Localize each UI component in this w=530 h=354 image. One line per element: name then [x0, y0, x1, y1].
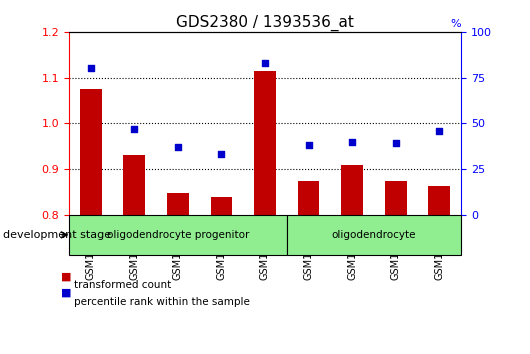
Title: GDS2380 / 1393536_at: GDS2380 / 1393536_at: [176, 14, 354, 30]
Bar: [167, 193, 189, 354]
Text: %: %: [450, 19, 461, 29]
Text: percentile rank within the sample: percentile rank within the sample: [74, 297, 250, 307]
Point: [304, 142, 313, 148]
Bar: [254, 71, 276, 354]
Point: [174, 144, 182, 150]
Bar: [385, 181, 407, 354]
Text: oligodendrocyte progenitor: oligodendrocyte progenitor: [107, 230, 249, 240]
Point: [130, 126, 138, 132]
Bar: [210, 198, 232, 354]
Bar: [341, 165, 363, 354]
Point: [348, 139, 356, 144]
Text: ■: ■: [61, 272, 72, 282]
Point: [392, 141, 400, 146]
Text: oligodendrocyte: oligodendrocyte: [332, 230, 416, 240]
Text: development stage: development stage: [3, 230, 111, 240]
Bar: [80, 89, 102, 354]
Text: transformed count: transformed count: [74, 280, 171, 290]
Point: [261, 60, 269, 66]
Bar: [428, 187, 450, 354]
Point: [217, 152, 226, 157]
Bar: [123, 155, 145, 354]
Point: [86, 65, 95, 71]
Text: ■: ■: [61, 288, 72, 298]
Bar: [298, 181, 320, 354]
Point: [435, 128, 444, 133]
